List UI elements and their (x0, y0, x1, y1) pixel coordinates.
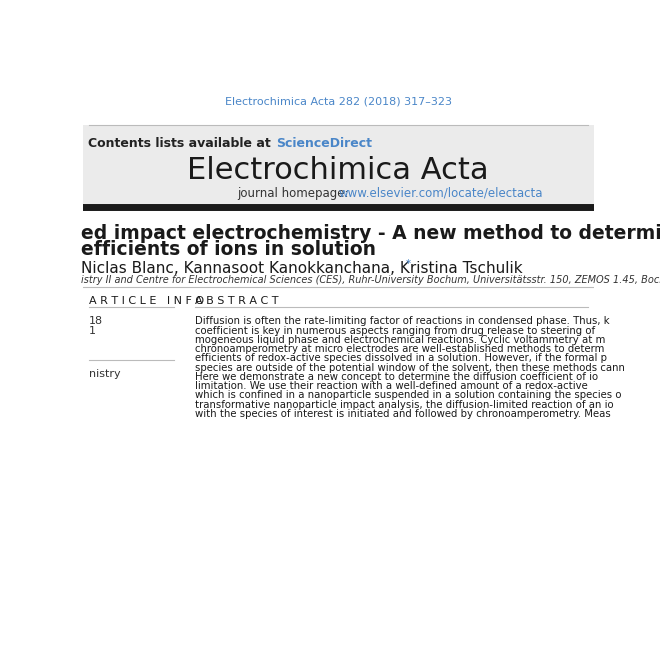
Text: 1: 1 (88, 325, 96, 335)
Text: mogeneous liquid phase and electrochemical reactions. Cyclic voltammetry at m: mogeneous liquid phase and electrochemic… (195, 335, 605, 345)
Text: ed impact electrochemistry - A new method to determine: ed impact electrochemistry - A new metho… (81, 224, 660, 243)
Text: 18: 18 (88, 316, 103, 326)
Text: transformative nanoparticle impact analysis, the diffusion-limited reaction of a: transformative nanoparticle impact analy… (195, 399, 614, 409)
Text: Electrochimica Acta: Electrochimica Acta (187, 156, 489, 185)
Text: efficients of redox-active species dissolved in a solution. However, if the form: efficients of redox-active species disso… (195, 353, 607, 363)
Text: nistry: nistry (88, 370, 120, 379)
Text: istry II and Centre for Electrochemical Sciences (CES), Ruhr-University Bochum, : istry II and Centre for Electrochemical … (81, 275, 660, 284)
Text: Niclas Blanc, Kannasoot Kanokkanchana, Kristina Tschulik: Niclas Blanc, Kannasoot Kanokkanchana, K… (81, 261, 523, 276)
Text: limitation. We use their reaction with a well-defined amount of a redox-active: limitation. We use their reaction with a… (195, 381, 587, 391)
Text: species are outside of the potential window of the solvent, then these methods c: species are outside of the potential win… (195, 362, 625, 372)
Text: www.elsevier.com/locate/electacta: www.elsevier.com/locate/electacta (338, 187, 543, 200)
Text: which is confined in a nanoparticle suspended in a solution containing the speci: which is confined in a nanoparticle susp… (195, 390, 621, 400)
Text: Here we demonstrate a new concept to determine the diffusion coefficient of io: Here we demonstrate a new concept to det… (195, 372, 598, 381)
Text: coefficient is key in numerous aspects ranging from drug release to steering of: coefficient is key in numerous aspects r… (195, 325, 595, 335)
Text: ScienceDirect: ScienceDirect (277, 137, 372, 150)
Text: A B S T R A C T: A B S T R A C T (195, 296, 279, 306)
Text: *: * (406, 259, 411, 269)
Text: Diffusion is often the rate-limiting factor of reactions in condensed phase. Thu: Diffusion is often the rate-limiting fac… (195, 316, 609, 326)
Text: efficients of ions in solution: efficients of ions in solution (81, 240, 376, 259)
Bar (82, 125, 594, 206)
Text: A R T I C L E   I N F O: A R T I C L E I N F O (88, 296, 204, 306)
Text: with the species of interest is initiated and followed by chronoamperometry. Mea: with the species of interest is initiate… (195, 409, 610, 418)
Text: Electrochimica Acta 282 (2018) 317–323: Electrochimica Acta 282 (2018) 317–323 (225, 96, 451, 106)
Text: chronoamperometry at micro electrodes are well-established methods to determ: chronoamperometry at micro electrodes ar… (195, 344, 605, 354)
Text: journal homepage:: journal homepage: (238, 187, 352, 200)
Text: Contents lists available at: Contents lists available at (88, 137, 275, 150)
